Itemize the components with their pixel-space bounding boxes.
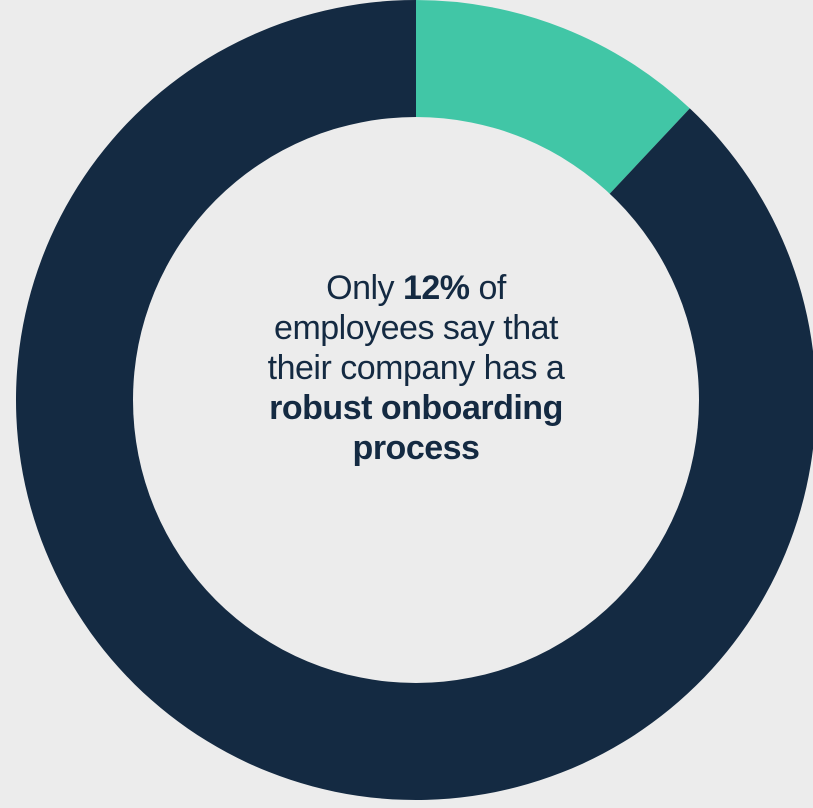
center-line-1: Only 12% of xyxy=(206,268,626,308)
center-line-4: robust onboarding xyxy=(269,389,563,427)
center-text: Only 12% of employees say that their com… xyxy=(206,268,626,468)
center-line-5: process xyxy=(352,429,480,467)
center-line-1-prefix: Only xyxy=(326,269,403,307)
center-line-3: their company has a xyxy=(267,349,565,387)
center-line-2: employees say that xyxy=(274,309,558,347)
donut-hole xyxy=(133,117,699,683)
center-line-1-suffix: of xyxy=(469,269,506,307)
center-highlight-percent: 12% xyxy=(402,269,470,307)
